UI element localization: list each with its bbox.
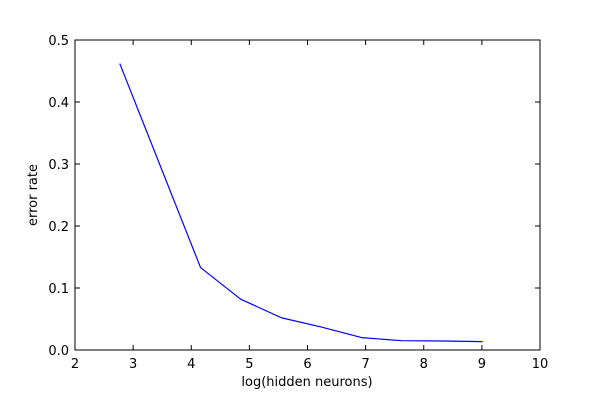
y-tick-label: 0.3 — [48, 158, 69, 173]
y-tick-label: 0.5 — [48, 34, 69, 49]
x-tick-label: 10 — [532, 357, 549, 372]
x-tick-label: 8 — [420, 357, 428, 372]
plot-area: 2 3 4 5 6 7 8 9 10 0.0 0.1 0.2 0.3 0.4 0.5 — [48, 34, 548, 372]
x-tick-label: 4 — [187, 357, 195, 372]
x-tick-label: 3 — [129, 357, 137, 372]
x-tick-label: 2 — [71, 357, 79, 372]
x-tick-label: 9 — [478, 357, 486, 372]
y-tick-label: 0.0 — [48, 344, 69, 359]
y-tick-label: 0.4 — [48, 96, 69, 111]
y-axis-label: error rate — [26, 164, 41, 226]
y-tick-label: 0.1 — [48, 282, 69, 297]
x-tick-label: 7 — [361, 357, 369, 372]
x-tick-label: 5 — [245, 357, 253, 372]
y-tick-label: 0.2 — [48, 220, 69, 235]
series-line-0 — [119, 63, 483, 343]
x-axis-label: log(hidden neurons) — [241, 375, 372, 390]
x-tick-label: 6 — [303, 357, 311, 372]
